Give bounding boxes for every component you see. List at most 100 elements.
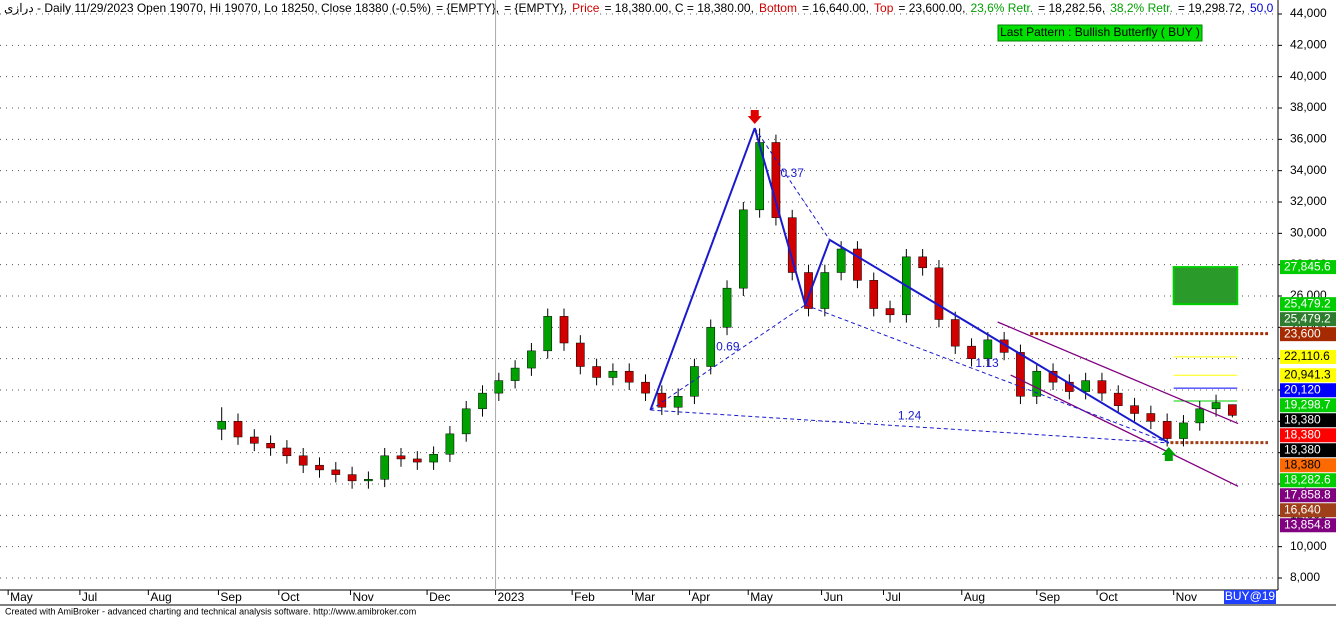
price-marker [1280, 443, 1336, 458]
x-tick-label: Sep [220, 590, 242, 604]
x-tick-label: Jul [82, 590, 97, 604]
price-marker-label: 18,380 [1284, 442, 1321, 456]
pattern-ratio-line [805, 304, 1169, 444]
pattern-ratio-line [754, 127, 831, 241]
candle-body [706, 327, 716, 367]
candle-body [836, 248, 846, 273]
price-marker [1280, 327, 1336, 342]
candle-body [575, 342, 585, 367]
candle-body [217, 421, 227, 430]
info-segment: = {EMPTY}, [436, 1, 499, 15]
price-marker-label: 23,600 [1284, 326, 1321, 340]
price-marker-label: 18,282.6 [1284, 472, 1331, 486]
buy-arrow [1161, 446, 1176, 461]
info-segment: Bottom [759, 1, 797, 15]
info-segment: = {EMPTY}, [504, 1, 567, 15]
candle-body [983, 339, 993, 359]
pattern-label: Last Pattern : Bullish Butterfly ( BUY ) [1000, 25, 1200, 39]
y-tick-label: 30,000 [1290, 226, 1327, 240]
candle-body [527, 350, 536, 369]
info-segment: = 23,600.00, [898, 1, 965, 15]
candle-body [869, 280, 879, 309]
candle-body [543, 316, 553, 352]
candle-body [396, 455, 406, 460]
candle-body [412, 458, 422, 463]
y-tick-label: 32,000 [1290, 194, 1327, 208]
candle-body [461, 408, 471, 435]
y-tick-label: 42,000 [1290, 38, 1327, 52]
pattern-ratio-line [650, 304, 806, 411]
y-tick-label: 36,000 [1290, 132, 1327, 146]
x-tick-label: Aug [150, 590, 171, 604]
price-marker-label: 16,640 [1284, 502, 1321, 516]
candle-body [608, 370, 618, 378]
price-marker [1280, 368, 1336, 383]
footer: Created with AmiBroker - advanced charti… [5, 606, 416, 616]
price-marker [1280, 349, 1336, 364]
candle-body [282, 447, 292, 457]
info-segment: Top [874, 1, 894, 15]
x-tick-label: Nov [1176, 590, 1197, 604]
x-tick-label: Aug [964, 590, 985, 604]
info-segment: = 18,282.56, [1038, 1, 1105, 15]
x-tick-label: May [750, 590, 773, 604]
candle-body [1162, 421, 1172, 439]
x-tick-label: Nov [352, 590, 373, 604]
x-tick-label: Oct [1099, 590, 1118, 604]
pattern-ratio: 1.24 [898, 409, 922, 423]
y-tick-label: 38,000 [1290, 100, 1327, 114]
candle-body [266, 443, 275, 449]
candle-body [771, 142, 781, 218]
info-segment: درازی - Daily 11/29/2023 Open 19070, Hi … [4, 1, 431, 15]
pattern-badge [997, 24, 1203, 42]
candle-body [1097, 380, 1107, 394]
pattern-ratio: 0.37 [781, 166, 805, 180]
price-marker-label: 17,858.8 [1284, 487, 1331, 501]
x-tick-label: Mar [634, 590, 655, 604]
price-marker [1280, 518, 1336, 533]
candle-body [315, 464, 324, 471]
price-marker [1280, 473, 1336, 488]
y-tick-label: 44,000 [1290, 6, 1327, 20]
candle-body [934, 267, 944, 320]
pattern-leg [804, 239, 831, 306]
candle-body [298, 455, 308, 466]
candle-body [673, 396, 683, 408]
candle-body [1179, 422, 1188, 439]
x-tick-label: 2023 [498, 590, 525, 604]
price-marker [1280, 503, 1336, 518]
price-marker-label: 13,854.8 [1284, 517, 1331, 531]
x-tick-label: May [10, 590, 33, 604]
trendline [1010, 374, 1239, 487]
price-marker [1280, 260, 1336, 275]
pattern-leg [829, 239, 1170, 444]
candle-body [918, 256, 927, 269]
candle-body [494, 380, 504, 394]
candle-body [592, 366, 601, 378]
candle-body [380, 455, 390, 480]
candle-body [804, 272, 813, 309]
candle-body [1016, 352, 1025, 397]
candle-body [445, 433, 455, 455]
x-tick-label: Jun [824, 590, 843, 604]
price-marker [1280, 488, 1336, 503]
candle-body [1032, 370, 1042, 397]
price-marker-label: 18,380 [1284, 412, 1321, 426]
candle-body [722, 287, 732, 328]
x-tick-label: Dec [429, 590, 450, 604]
price-marker-label: 22,110.6 [1284, 349, 1330, 363]
x-tick-label: Sep [1039, 590, 1061, 604]
price-marker [1280, 398, 1336, 413]
target-zone [1172, 266, 1239, 306]
price-marker [1280, 297, 1336, 312]
candle-body [967, 345, 976, 359]
price-marker [1280, 312, 1336, 327]
sell-arrow [747, 110, 762, 125]
signal-label: BUY@19 [1225, 589, 1276, 603]
info-segment: 50,0 [1250, 1, 1274, 15]
price-marker [1280, 458, 1336, 473]
candle-body [690, 366, 699, 397]
candle-body [429, 453, 438, 463]
